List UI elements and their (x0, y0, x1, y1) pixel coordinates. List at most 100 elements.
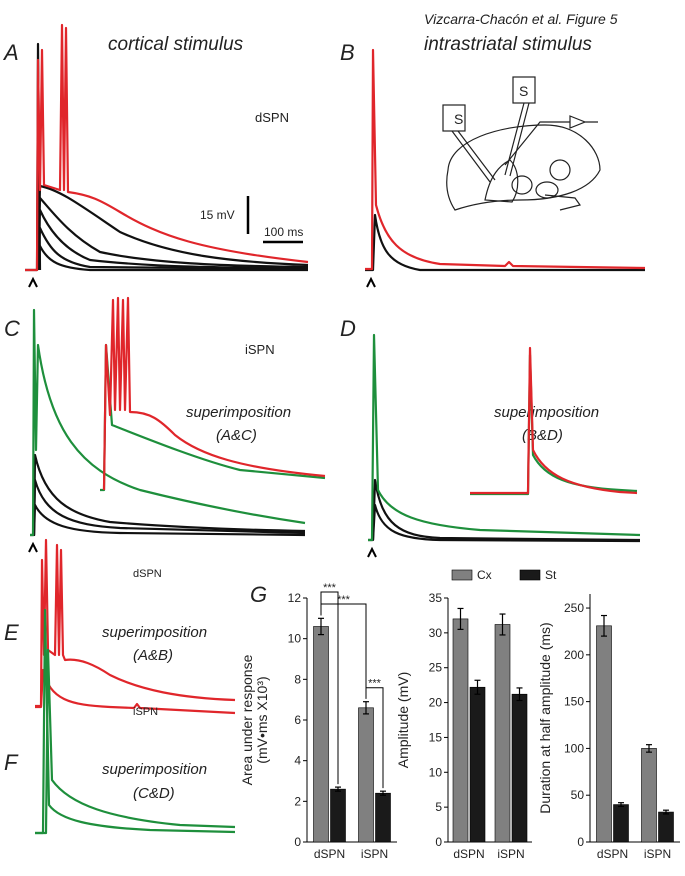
panel-title: cortical stimulus (108, 34, 244, 55)
nucleus (535, 181, 559, 199)
trace (30, 308, 306, 537)
cell-label: iSPN (245, 342, 275, 357)
panel-letter: E (4, 620, 19, 645)
y-axis-label: (mV•ms X10³) (254, 676, 270, 763)
y-tick-label: 8 (294, 672, 301, 686)
panel-title: intrastriatal stimulus (424, 34, 592, 55)
panel-letter: F (4, 750, 19, 775)
legend-swatch (519, 569, 541, 581)
panel-letter: G (250, 582, 267, 607)
legend-label: St (545, 568, 557, 582)
x-tick-label: dSPN (597, 847, 628, 861)
y-tick-label: 2 (294, 794, 301, 808)
bar (613, 804, 629, 843)
significance-label: *** (337, 594, 351, 606)
bar (658, 811, 674, 843)
stimulus-marker (366, 276, 376, 288)
significance-bracket (320, 603, 367, 699)
traces (25, 23, 309, 288)
y-tick-label: 50 (571, 788, 585, 802)
y-tick-label: 20 (429, 696, 443, 710)
error-bar (618, 802, 624, 808)
y-tick-label: 200 (564, 648, 584, 662)
trace (36, 184, 309, 271)
trace (470, 346, 638, 495)
trace (35, 648, 236, 835)
y-tick-label: 10 (288, 632, 302, 646)
trace (30, 453, 306, 537)
error-bar (318, 617, 324, 636)
panel-letter: D (340, 316, 356, 341)
error-bar (457, 607, 464, 630)
trace (32, 503, 306, 537)
traces (35, 608, 236, 835)
y-tick-label: 25 (429, 661, 443, 675)
legend-swatch (451, 569, 473, 581)
x-tick-label: dSPN (453, 847, 484, 861)
y-tick-label: 0 (577, 835, 584, 849)
y-axis-label: Duration at half amplitude (ms) (537, 622, 553, 813)
trace (32, 478, 306, 536)
y-tick-label: 250 (564, 601, 584, 615)
trace (100, 343, 326, 492)
electrode (451, 102, 530, 183)
error-bar (363, 701, 369, 715)
bar (511, 693, 528, 843)
bar (596, 625, 612, 843)
trace (35, 668, 236, 715)
bar-charts: 0 2 4 6 8 10 12 Area under response (mV•ms X10³)… (239, 568, 680, 861)
trace (371, 503, 641, 543)
bar (313, 626, 329, 843)
brain-slice (446, 124, 601, 211)
traces (28, 296, 326, 553)
traces (367, 333, 641, 558)
bar (469, 686, 486, 843)
striatum (484, 159, 519, 203)
electrode-box (442, 104, 466, 132)
scale-label: 15 mV (200, 208, 235, 222)
trace (36, 226, 309, 271)
y-tick-label: 35 (429, 591, 443, 605)
y-axis-label: Amplitude (mV) (395, 672, 411, 768)
y-tick-label: 30 (429, 626, 443, 640)
trace (35, 538, 236, 708)
trace (35, 608, 236, 835)
x-tick-label: iSPN (361, 847, 388, 861)
cell-label: dSPN (255, 110, 289, 125)
error-bar (335, 786, 341, 792)
stimulus-marker (367, 546, 377, 558)
y-tick-label: 100 (564, 741, 584, 755)
x-tick-label: iSPN (644, 847, 671, 861)
significance-label: *** (368, 678, 382, 690)
nucleus (549, 159, 571, 181)
note: (A&B) (133, 647, 173, 664)
trace (365, 48, 646, 271)
trace (102, 296, 326, 491)
bar (375, 792, 391, 843)
trace (368, 478, 641, 542)
diagram (442, 76, 601, 211)
note: (A&C) (216, 427, 257, 444)
error-bar (601, 614, 607, 637)
electrode-label: S (454, 111, 463, 127)
error-bar (516, 687, 523, 702)
traces (35, 538, 236, 715)
cell-label: dSPN (133, 568, 162, 580)
y-tick-label: 12 (288, 591, 302, 605)
x-tick-label: iSPN (497, 847, 524, 861)
panel-letter: C (4, 316, 20, 341)
bar (330, 788, 346, 843)
significance-label: *** (323, 582, 337, 594)
note: superimposition (494, 404, 599, 421)
note: superimposition (102, 761, 207, 778)
credit: Vizcarra-Chacón et al. Figure 5 (424, 11, 618, 27)
stimulus-marker (28, 541, 38, 553)
nucleus (511, 175, 533, 195)
note: superimposition (186, 404, 291, 421)
y-tick-label: 0 (294, 835, 301, 849)
significance-bracket (365, 687, 384, 789)
bar (358, 707, 374, 843)
error-bar (663, 809, 669, 815)
y-axis-label: Area under response (239, 654, 255, 785)
